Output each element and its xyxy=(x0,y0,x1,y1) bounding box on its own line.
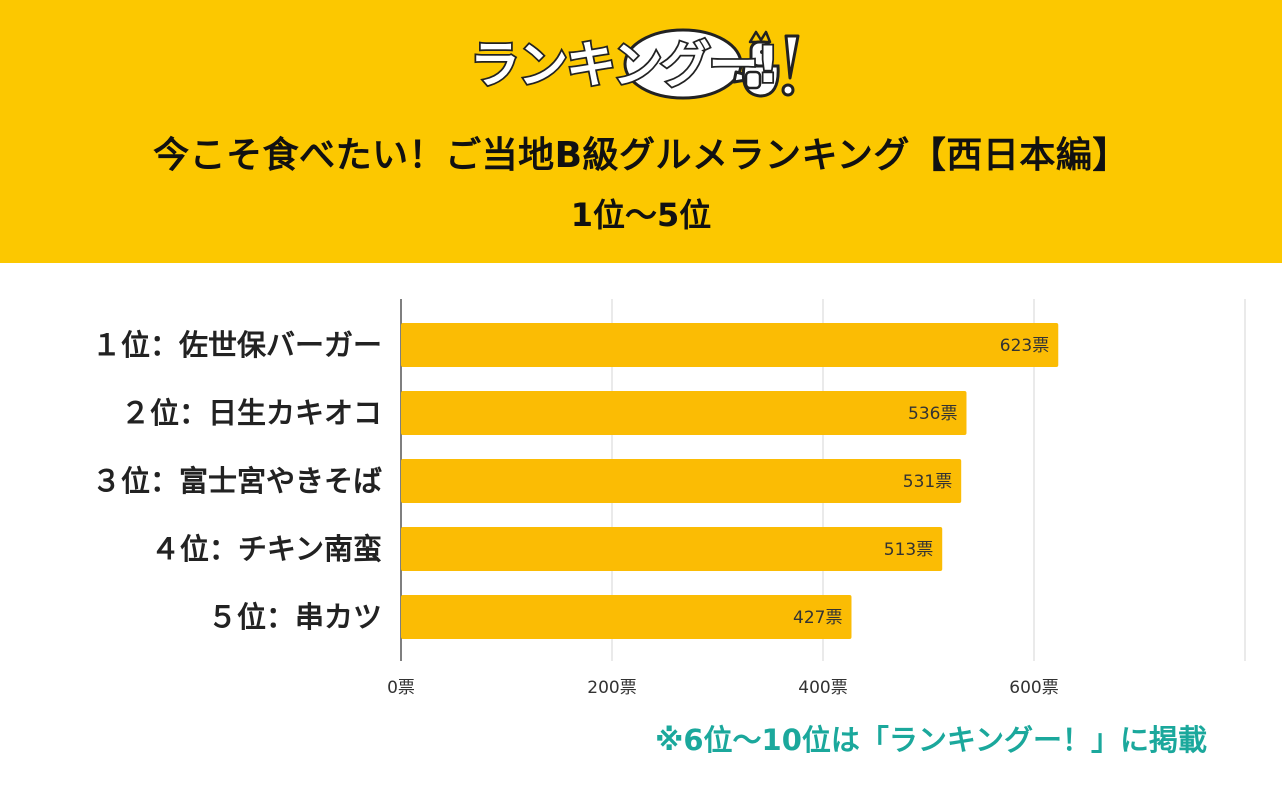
page-subtitle: 1位〜5位 xyxy=(570,196,712,234)
category-label: ３位：富士宮やきそば xyxy=(92,464,382,498)
ranking-logo: ランキングー! xyxy=(468,22,813,104)
bar-chart: 623票 １位：佐世保バーガー 536票 ２位：日生カキオコ 531票 ３位：富士宮やきそ… xyxy=(92,299,1246,698)
bar xyxy=(401,459,962,503)
chicken-mascot-icon xyxy=(741,30,800,98)
x-tick-label: 200票 xyxy=(587,678,636,698)
x-tick-label: 0票 xyxy=(387,678,415,698)
data-label: 536票 xyxy=(908,404,957,424)
category-label: ２位：日生カキオコ xyxy=(121,396,382,430)
data-label: 623票 xyxy=(1000,336,1049,356)
logo-text: ランキングー! xyxy=(470,36,777,94)
bar xyxy=(401,391,967,435)
x-tick-label: 400票 xyxy=(798,678,847,698)
speech-bubble-icon xyxy=(623,28,743,100)
bar xyxy=(401,323,1059,367)
data-label: 531票 xyxy=(903,472,952,492)
category-label: １位：佐世保バーガー xyxy=(92,328,382,362)
data-label: 427票 xyxy=(793,608,842,628)
bar xyxy=(401,595,852,639)
page-title: 今こそ食べたい！ご当地B級グルメランキング【西日本編】 xyxy=(153,135,1129,176)
header-banner: ランキングー! 今こそ食べたい！ご当地B級グルメランキング【西日本編】 1位〜5… xyxy=(0,0,1282,263)
footnote: ※6位〜10位は「ランキングー！」に掲載 xyxy=(655,723,1207,757)
chart-panel: 623票 １位：佐世保バーガー 536票 ２位：日生カキオコ 531票 ３位：富士宮やきそ… xyxy=(0,263,1282,800)
data-label: 513票 xyxy=(884,540,933,560)
bar xyxy=(401,527,943,571)
x-tick-label: 600票 xyxy=(1009,678,1058,698)
category-label: ５位：串カツ xyxy=(208,600,382,634)
logo-graphic: ランキングー! xyxy=(468,28,800,100)
category-label: ４位：チキン南蛮 xyxy=(151,532,382,566)
